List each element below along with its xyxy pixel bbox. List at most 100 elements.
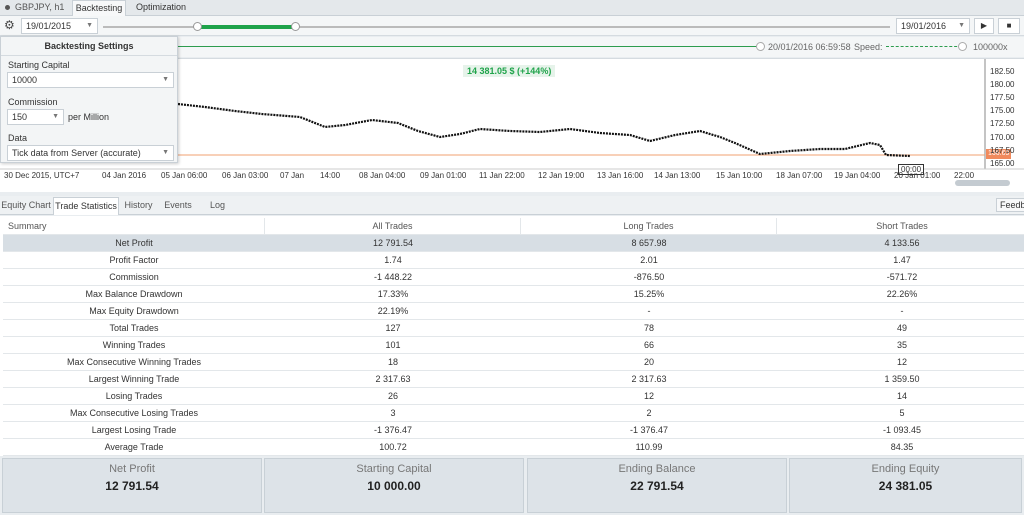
settings-icon[interactable]: ⚙ (4, 18, 15, 32)
bottom-tab[interactable]: Log (209, 200, 226, 210)
time-label: 06 Jan 03:00 (222, 171, 269, 180)
table-cell: 100.72 (379, 442, 407, 452)
summary-card: Ending Balance 22 791.54 (527, 458, 787, 513)
table-cell: Max Consecutive Winning Trades (66, 357, 202, 367)
time-label: 20 Jan 01:00 (894, 171, 941, 180)
speed-label: Speed: (854, 42, 883, 52)
feedback-button[interactable]: Feedba (996, 198, 1024, 212)
data-select[interactable]: Tick data from Server (accurate) ▼ (7, 145, 174, 161)
scrollbar[interactable] (955, 180, 1010, 186)
table-cell: -1 093.45 (882, 425, 922, 435)
time-handle[interactable] (756, 42, 765, 51)
table-cell: 66 (643, 340, 654, 350)
card-label: Starting Capital (356, 463, 432, 475)
card-value: 22 791.54 (630, 479, 684, 493)
table-cell: Profit Factor (109, 255, 159, 265)
table-cell: - (647, 306, 651, 316)
table-row: Max Equity Drawdown 22.19% - - (3, 303, 1024, 320)
progress-track (103, 26, 890, 28)
header-cell: Short Trades (876, 221, 928, 231)
summary-card: Ending Equity 24 381.05 (789, 458, 1022, 513)
time-label: 12 Jan 19:00 (538, 171, 585, 180)
table-cell: 78 (643, 323, 654, 333)
settings-panel: Backtesting Settings Starting Capital 10… (0, 36, 178, 163)
table-cell: 49 (896, 323, 907, 333)
time-label: 14 Jan 13:00 (654, 171, 701, 180)
table-cell: 1.47 (893, 255, 911, 265)
table-cell: Largest Winning Trade (88, 374, 180, 384)
price-label: 167.50 (990, 145, 1015, 155)
time-label: 07 Jan (280, 171, 305, 180)
progress-fill (197, 25, 295, 29)
card-value: 10 000.00 (367, 479, 421, 493)
tab[interactable]: Optimization (135, 2, 187, 12)
table-cell: 26 (387, 391, 398, 401)
price-tag: 166.69 (986, 149, 1012, 159)
price-label: 165.00 (990, 158, 1015, 168)
bottom-tab[interactable]: Events (164, 200, 192, 210)
table-cell: Winning Trades (102, 340, 166, 350)
stop-button[interactable]: ■ (998, 18, 1020, 34)
time-label: 15 Jan 10:00 (716, 171, 763, 180)
table-cell: 4 133.56 (884, 238, 920, 248)
commission-unit: per Million (68, 112, 110, 122)
table-cell: 3 (390, 408, 396, 418)
time-label: 04 Jan 2016 (102, 171, 147, 180)
table-cell: 110.99 (635, 442, 663, 452)
table-cell: Commission (109, 272, 159, 282)
table-cell: 12 (643, 391, 654, 401)
table-cell: Largest Losing Trade (91, 425, 177, 435)
bottom-tab[interactable]: History (124, 200, 153, 210)
table-cell: 2 (646, 408, 652, 418)
table-row: Winning Trades 101 66 35 (3, 337, 1024, 354)
price-label: 182.50 (990, 67, 1015, 76)
speed-value: 100000x (973, 42, 1008, 52)
table-cell: 127 (385, 323, 401, 333)
tab[interactable]: Backtesting (72, 0, 126, 16)
table-cell: Max Balance Drawdown (85, 289, 183, 299)
bottom-tab[interactable]: Equity Chart (1, 200, 51, 210)
price-series (177, 102, 911, 158)
table-cell: Max Equity Drawdown (89, 306, 179, 316)
price-label: 175.00 (990, 106, 1015, 116)
table-cell: 5 (899, 408, 905, 418)
stats-table: Summary All Trades Long Trades Short Trades… (0, 216, 1024, 456)
field-label: Starting Capital (8, 60, 70, 70)
table-cell: 22.26% (886, 289, 918, 299)
table-cell: 12 791.54 (372, 238, 414, 248)
table-cell: 20 (643, 357, 654, 367)
table-cell: 2 317.63 (375, 374, 411, 384)
time-label: 22:00 (954, 171, 975, 180)
symbol-tab[interactable]: GBPJPY, h1 (15, 2, 65, 12)
capital-input[interactable]: 10000 ▼ (7, 72, 174, 88)
progress-handle[interactable] (193, 22, 202, 31)
table-cell: 15.25% (633, 289, 665, 299)
price-chart: 14 381.05 $ (+144%) 166.69 00:00 182.50 1… (0, 58, 1024, 192)
commission-input[interactable]: 150 ▼ (7, 109, 64, 125)
table-row: Max Consecutive Winning Trades 18 20 12 (3, 354, 1024, 371)
table-cell: 2.01 (640, 255, 658, 265)
card-label: Net Profit (109, 463, 155, 475)
time-bar: 20/01/2016 06:59:58 Speed: 100000x (0, 37, 1024, 57)
table-cell: Max Consecutive Losing Trades (69, 408, 199, 418)
capital-text: 10000 (12, 75, 38, 85)
speed-handle[interactable] (958, 42, 967, 51)
price-label: 170.00 (990, 132, 1015, 142)
time-label: 19 Jan 04:00 (834, 171, 881, 180)
table-row: Largest Winning Trade 2 317.63 2 317.63 1 3… (3, 371, 1024, 388)
table-cell: Net Profit (115, 238, 153, 248)
bottom-tab[interactable]: Trade Statistics (53, 197, 119, 215)
start-date[interactable]: 19/01/2015 ▼ (21, 18, 98, 34)
field-label: Data (8, 133, 28, 143)
settings-title: Backtesting Settings (44, 41, 134, 51)
start-date-text: 19/01/2015 (26, 21, 72, 31)
table-row: Max Balance Drawdown 17.33% 15.25% 22.26% (3, 286, 1024, 303)
progress-handle[interactable] (291, 22, 300, 31)
table-row: Max Consecutive Losing Trades 3 2 5 (3, 405, 1024, 422)
table-cell: 2 317.63 (631, 374, 667, 384)
play-button[interactable]: ▶ (974, 18, 994, 34)
end-date[interactable]: 19/01/2016 ▼ (896, 18, 970, 34)
time-label: 08 Jan 04:00 (359, 171, 406, 180)
time-tag: 00:00 (898, 164, 925, 175)
time-label: 30 Dec 2015, UTC+7 (4, 171, 80, 180)
